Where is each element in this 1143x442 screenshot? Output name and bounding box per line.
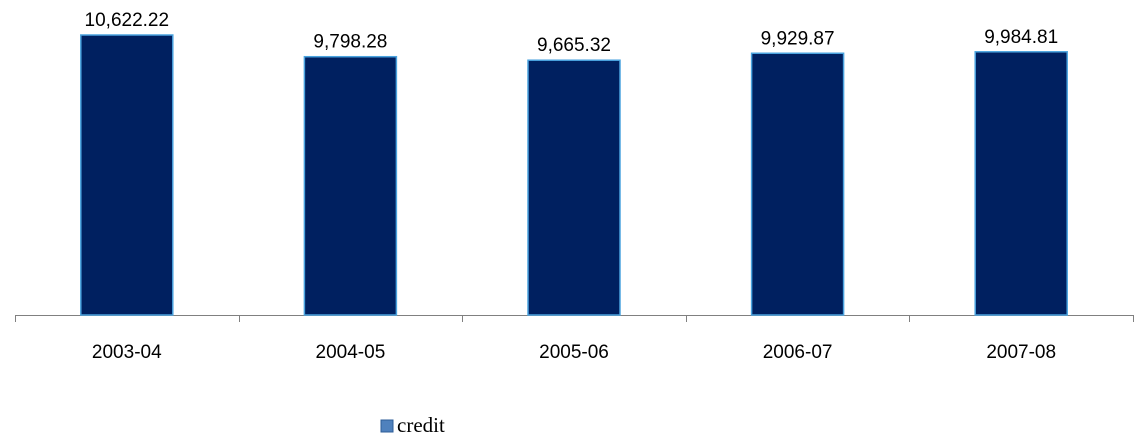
bar [974,51,1068,316]
value-label: 10,622.22 [85,10,170,31]
value-label: 9,929.87 [761,28,835,49]
bar [527,59,621,316]
bar [750,52,845,316]
value-label: 9,798.28 [313,32,387,53]
x-tick-label: 2006-07 [763,342,833,363]
x-tick-label: 2003-04 [92,342,162,363]
bar [80,34,174,316]
value-label: 9,665.32 [537,35,611,56]
x-tick-label: 2007-08 [986,342,1056,363]
x-tick-label: 2005-06 [539,342,609,363]
legend-marker [380,419,394,433]
x-tick-label: 2004-05 [316,342,386,363]
legend-label: credit [397,413,445,437]
value-label: 9,984.81 [984,27,1058,48]
bar [303,55,398,316]
